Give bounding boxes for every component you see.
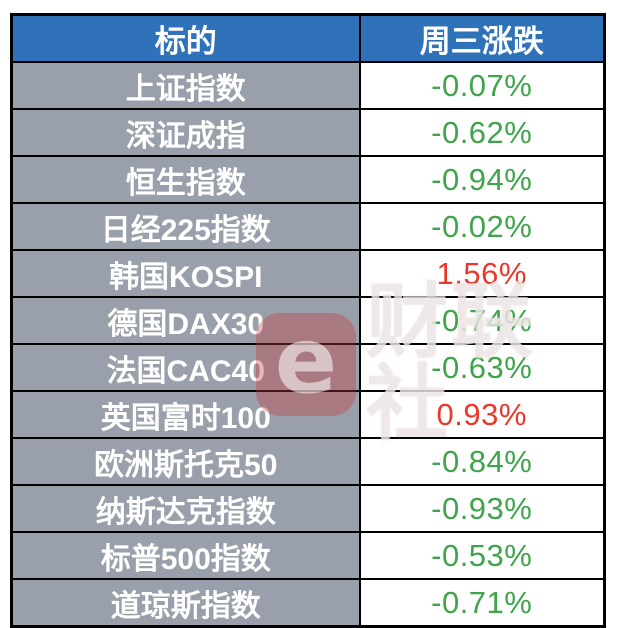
change-value-cell: -0.07% [358,61,606,110]
index-name-cell: 欧洲斯托克50 [10,437,361,486]
change-value-cell: -0.02% [358,202,606,251]
table-row: 法国CAC40 -0.63% [10,343,606,392]
change-value-cell: -0.93% [358,484,606,533]
index-name-cell: 韩国KOSPI [10,249,361,298]
table-row: 纳斯达克指数 -0.93% [10,484,606,533]
column-header-target: 标的 [10,13,361,63]
table-row: 德国DAX30 -0.74% [10,296,606,345]
index-name-cell: 纳斯达克指数 [10,484,361,533]
change-value-cell: -0.63% [358,343,606,392]
change-value-cell: -0.53% [358,531,606,580]
table-row: 韩国KOSPI 1.56% [10,249,606,298]
index-name-cell: 英国富时100 [10,390,361,439]
change-value-cell: -0.71% [358,578,606,628]
index-name-cell: 德国DAX30 [10,296,361,345]
index-name-cell: 标普500指数 [10,531,361,580]
table-row: 上证指数 -0.07% [10,61,606,110]
table-row: 恒生指数 -0.94% [10,155,606,204]
index-name-cell: 深证成指 [10,108,361,157]
change-value-cell: 1.56% [358,249,606,298]
index-change-table: 标的 周三涨跌 上证指数 -0.07% 深证成指 -0.62% 恒生指数 -0.94% 日经… [10,13,606,628]
index-name-cell: 恒生指数 [10,155,361,204]
change-value-cell: -0.94% [358,155,606,204]
change-value-cell: -0.74% [358,296,606,345]
column-header-wednesday-change: 周三涨跌 [358,13,606,63]
header-row: 标的 周三涨跌 [10,13,606,63]
table-row: 日经225指数 -0.02% [10,202,606,251]
index-name-cell: 法国CAC40 [10,343,361,392]
index-name-cell: 道琼斯指数 [10,578,361,628]
change-value-cell: 0.93% [358,390,606,439]
table-row: 欧洲斯托克50 -0.84% [10,437,606,486]
index-name-cell: 上证指数 [10,61,361,110]
table-row: 英国富时100 0.93% [10,390,606,439]
change-value-cell: -0.62% [358,108,606,157]
change-value-cell: -0.84% [358,437,606,486]
table-row: 标普500指数 -0.53% [10,531,606,580]
table-row: 深证成指 -0.62% [10,108,606,157]
table-row: 道琼斯指数 -0.71% [10,578,606,628]
data-table: 标的 周三涨跌 上证指数 -0.07% 深证成指 -0.62% 恒生指数 -0.94% 日经… [10,13,606,628]
index-name-cell: 日经225指数 [10,202,361,251]
table-body: 上证指数 -0.07% 深证成指 -0.62% 恒生指数 -0.94% 日经225指数 -0.… [10,61,606,628]
